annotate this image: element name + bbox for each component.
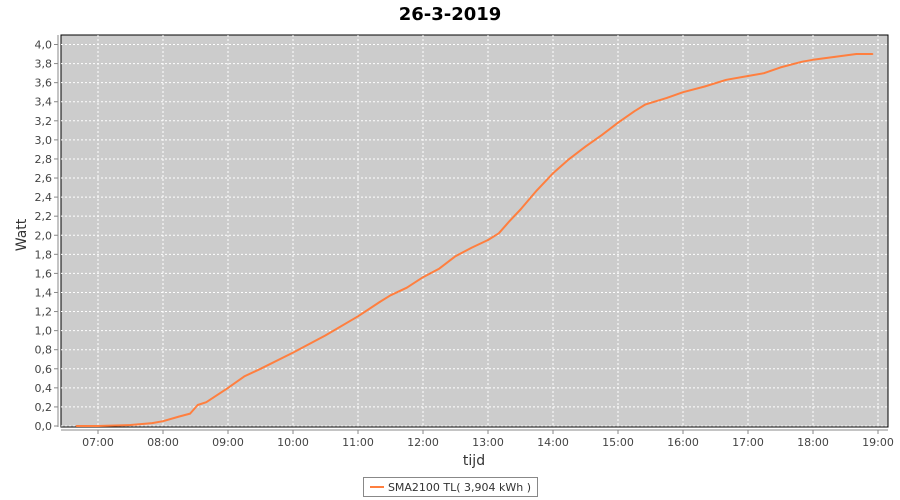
data-point bbox=[855, 53, 858, 55]
data-point bbox=[833, 56, 836, 58]
data-point bbox=[389, 294, 392, 297]
data-point bbox=[227, 387, 229, 389]
y-tick-label: 4,0 bbox=[35, 39, 53, 52]
y-tick-label: 1,4 bbox=[35, 286, 53, 299]
data-point bbox=[519, 208, 522, 211]
data-point bbox=[178, 415, 181, 418]
data-point bbox=[470, 246, 473, 249]
data-point bbox=[812, 58, 814, 61]
x-tick-label: 18:00 bbox=[797, 436, 829, 449]
data-point bbox=[129, 424, 132, 426]
x-tick-label: 14:00 bbox=[537, 436, 569, 449]
data-point bbox=[584, 145, 587, 148]
data-point bbox=[644, 103, 646, 106]
y-tick-label: 0,8 bbox=[35, 344, 53, 357]
y-tick-label: 2,6 bbox=[35, 172, 53, 185]
y-tick-label: 2,8 bbox=[35, 153, 53, 166]
data-point bbox=[633, 110, 636, 113]
data-point bbox=[205, 401, 208, 403]
axes: 0,0 0,2 0,4 0,6 0,8 1,0 1,2 1,4 1,6 1,8 2,0 2,2 2,4 2… bbox=[35, 35, 894, 449]
data-point bbox=[75, 425, 78, 427]
data-point bbox=[801, 60, 803, 63]
data-point bbox=[600, 134, 603, 136]
data-point bbox=[357, 315, 359, 318]
x-tick-label: 16:00 bbox=[667, 436, 699, 449]
x-tick-label: 11:00 bbox=[342, 436, 374, 449]
data-point bbox=[405, 286, 408, 289]
y-tick-label: 2,0 bbox=[35, 229, 53, 242]
y-tick-label: 2,2 bbox=[35, 210, 53, 223]
data-point bbox=[552, 172, 554, 175]
y-tick-label: 1,6 bbox=[35, 267, 53, 280]
series bbox=[75, 53, 874, 427]
data-point bbox=[97, 425, 99, 427]
data-point bbox=[617, 121, 619, 124]
y-tick-label: 3,6 bbox=[35, 77, 53, 90]
legend-label: SMA2100 TL( 3,904 kWh ) bbox=[387, 480, 532, 494]
data-point bbox=[508, 220, 511, 222]
series-line bbox=[76, 53, 873, 427]
data-point bbox=[243, 375, 246, 378]
data-point bbox=[871, 53, 874, 55]
data-point bbox=[422, 276, 424, 279]
data-point bbox=[324, 334, 327, 337]
x-tick-label: 15:00 bbox=[602, 436, 634, 449]
data-point bbox=[189, 412, 191, 415]
x-axis-label: tijd bbox=[463, 453, 485, 469]
data-point bbox=[151, 422, 153, 424]
y-axis-label: Watt bbox=[14, 218, 30, 251]
data-point bbox=[162, 420, 164, 423]
data-point bbox=[682, 91, 684, 93]
legend-swatch bbox=[369, 486, 384, 488]
x-tick-label: 09:00 bbox=[212, 436, 244, 449]
y-tick-label: 0,0 bbox=[35, 420, 53, 433]
data-point bbox=[378, 301, 381, 303]
y-tick-label: 3,2 bbox=[35, 115, 53, 128]
data-point bbox=[454, 255, 457, 258]
y-tick-label: 3,4 bbox=[35, 96, 53, 109]
grid bbox=[60, 34, 889, 428]
data-point bbox=[665, 97, 668, 99]
y-tick-label: 2,4 bbox=[35, 191, 53, 204]
x-tick-label: 07:00 bbox=[82, 436, 114, 449]
data-point bbox=[703, 85, 706, 88]
data-point bbox=[725, 78, 728, 81]
data-point bbox=[196, 404, 199, 406]
x-tick-label: 19:00 bbox=[862, 436, 894, 449]
y-tick-label: 0,6 bbox=[35, 363, 53, 376]
y-tick-label: 1,8 bbox=[35, 248, 53, 261]
data-point bbox=[568, 158, 571, 160]
y-tick-label: 0,4 bbox=[35, 382, 53, 395]
data-point bbox=[535, 189, 538, 192]
y-tick-label: 1,0 bbox=[35, 325, 53, 338]
x-tick-label: 13:00 bbox=[472, 436, 504, 449]
data-point bbox=[292, 351, 294, 354]
x-tick-label: 08:00 bbox=[147, 436, 179, 449]
y-tick-label: 0,2 bbox=[35, 401, 53, 414]
y-tick-label: 1,2 bbox=[35, 306, 53, 319]
data-point bbox=[763, 72, 766, 74]
y-tick-label: 3,8 bbox=[35, 58, 53, 71]
x-tick-label: 17:00 bbox=[732, 436, 764, 449]
data-point bbox=[747, 75, 749, 77]
plot-area bbox=[60, 34, 889, 428]
legend: SMA2100 TL( 3,904 kWh ) bbox=[363, 477, 538, 497]
data-point bbox=[438, 267, 441, 270]
y-tick-label: 3,0 bbox=[35, 134, 53, 147]
x-tick-label: 12:00 bbox=[407, 436, 439, 449]
x-tick-label: 10:00 bbox=[277, 436, 309, 449]
data-point bbox=[259, 367, 262, 370]
data-point bbox=[487, 239, 489, 241]
chart-title: 26-3-2019 bbox=[398, 4, 502, 25]
data-point bbox=[779, 66, 782, 69]
data-point bbox=[498, 232, 500, 235]
